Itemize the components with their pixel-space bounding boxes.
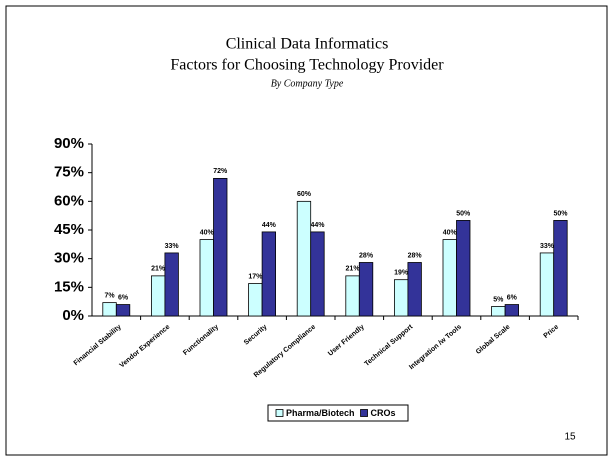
value-label: 17% <box>248 273 263 280</box>
value-label: 28% <box>408 252 423 259</box>
bar <box>345 275 360 317</box>
y-tick-label: 0% <box>62 307 84 324</box>
y-tick-label: 30% <box>54 250 84 267</box>
legend-label: CROs <box>371 408 396 418</box>
value-label: 72% <box>213 168 228 175</box>
value-label: 21% <box>151 266 166 273</box>
bar <box>358 262 374 317</box>
value-label: 44% <box>262 222 277 229</box>
legend-swatch <box>275 409 284 417</box>
y-tick-label: 60% <box>54 192 84 209</box>
value-label: 33% <box>165 243 180 250</box>
bar <box>248 283 263 317</box>
bar <box>407 262 422 317</box>
bar <box>150 275 166 317</box>
y-tick-label: 45% <box>54 221 84 238</box>
value-label: 19% <box>394 270 409 277</box>
bar <box>199 239 214 317</box>
value-label: 21% <box>346 266 361 273</box>
bar <box>102 302 117 317</box>
bar <box>504 304 520 317</box>
bar <box>456 220 471 317</box>
bar <box>164 252 179 317</box>
chart-subtitle: Factors for Choosing Technology Provider <box>170 57 444 74</box>
value-label: 44% <box>310 222 325 229</box>
chart-title: Clinical Data Informatics <box>226 36 389 53</box>
chart-note: By Company Type <box>271 78 344 89</box>
bar <box>213 177 228 317</box>
value-label: 33% <box>540 243 555 250</box>
value-label: 50% <box>553 210 568 217</box>
value-label: 40% <box>200 229 215 236</box>
bar <box>310 231 325 317</box>
page-number: 15 <box>564 432 576 443</box>
y-tick-label: 75% <box>54 164 84 181</box>
value-label: 60% <box>297 191 312 198</box>
y-tick-label: 15% <box>54 278 84 295</box>
bar <box>393 279 409 317</box>
bar <box>539 252 555 317</box>
bar <box>553 220 568 317</box>
value-label: 50% <box>456 210 471 217</box>
value-label: 7% <box>104 292 115 299</box>
value-label: 6% <box>118 294 129 301</box>
bar <box>442 239 457 317</box>
legend-frame <box>267 404 409 422</box>
bar <box>296 200 312 317</box>
y-tick-label: 90% <box>54 135 84 152</box>
bar <box>261 231 277 317</box>
bar <box>491 306 506 317</box>
value-label: 28% <box>359 252 374 259</box>
legend: Pharma/Biotech CROs <box>267 404 409 422</box>
value-label: 40% <box>443 229 458 236</box>
value-label: 6% <box>507 294 518 301</box>
legend-swatch <box>360 409 368 417</box>
bar <box>115 304 131 317</box>
legend-label: Pharma/Biotech <box>286 408 355 418</box>
value-label: 5% <box>493 296 504 303</box>
